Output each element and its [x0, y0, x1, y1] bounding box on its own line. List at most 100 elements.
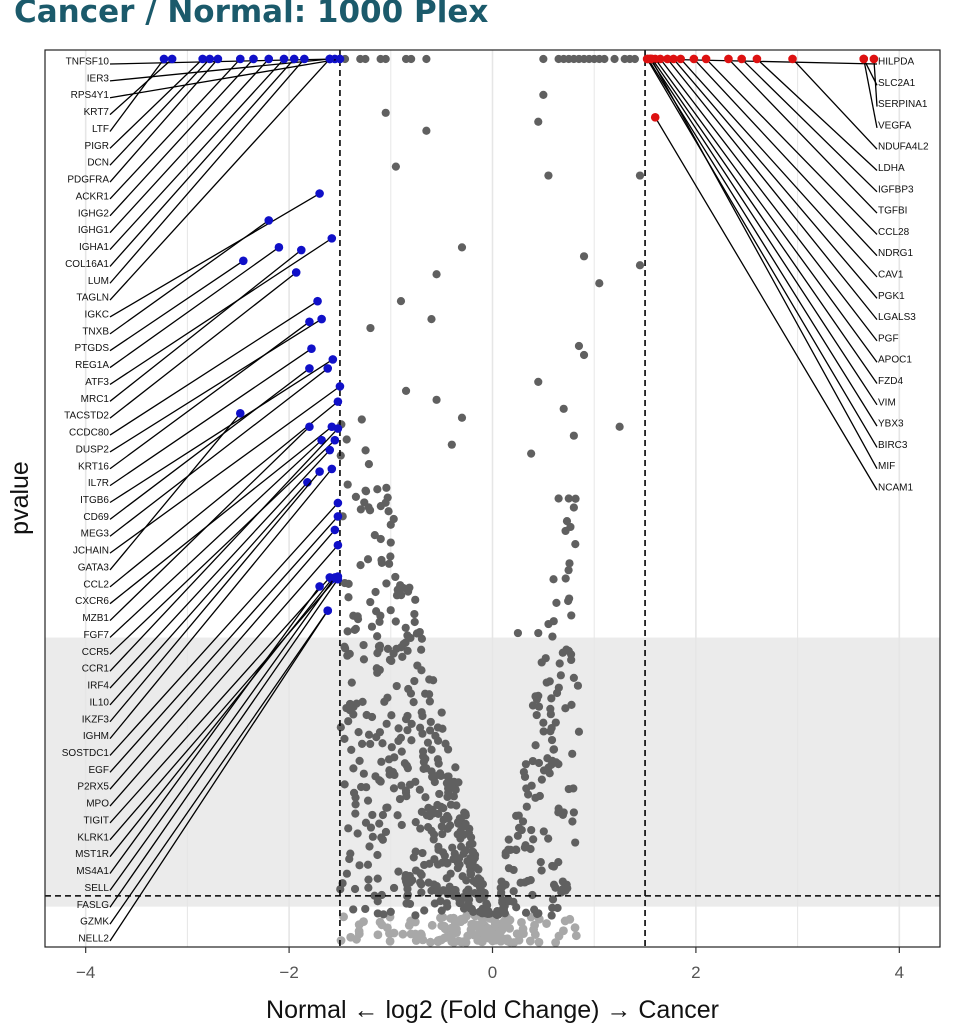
- data-point: [370, 531, 379, 540]
- label-connector: [109, 58, 173, 116]
- down-gene-point: [325, 54, 335, 64]
- label-connector: [109, 58, 241, 200]
- data-point: [385, 766, 394, 775]
- data-point: [437, 822, 446, 831]
- data-point: [534, 628, 543, 638]
- down-genes: TNFSF10 IER3 RPS4Y1 KRT7 LTF PIGR DCN PDGFRA ACK…: [62, 54, 345, 945]
- data-point: [410, 676, 419, 686]
- data-point: [427, 315, 436, 324]
- label-connector: [109, 481, 308, 706]
- data-point: [392, 681, 401, 691]
- gene-label-mzb1: MZB1: [82, 613, 109, 624]
- data-point: [371, 772, 380, 781]
- gene-label-mrc1: MRC1: [81, 394, 110, 405]
- gene-label-slc2a1: SLC2A1: [878, 78, 916, 89]
- data-point: [567, 611, 576, 620]
- data-point: [440, 933, 450, 943]
- data-point: [545, 677, 554, 686]
- x-tick-label: 2: [691, 963, 700, 982]
- data-point: [433, 860, 443, 869]
- data-point: [446, 821, 455, 830]
- label-connector: [109, 58, 219, 183]
- data-point: [474, 865, 483, 874]
- down-gene-point: [296, 245, 306, 255]
- gene-label-cxcr6: CXCR6: [75, 596, 109, 607]
- down-gene-point: [333, 424, 343, 433]
- label-connector: [693, 58, 878, 257]
- gene-label-jchain: JCHAIN: [73, 546, 109, 557]
- y-axis-label: pvalue: [6, 461, 34, 535]
- data-point: [373, 850, 382, 860]
- label-connector: [109, 358, 334, 504]
- data-point: [387, 711, 396, 720]
- data-point: [373, 909, 382, 918]
- data-point: [383, 644, 393, 653]
- data-point: [436, 896, 445, 906]
- gene-label-tigit: TIGIT: [83, 815, 109, 826]
- down-gene-point: [213, 54, 223, 64]
- data-point: [426, 717, 435, 727]
- data-point: [439, 921, 449, 931]
- data-point: [399, 639, 408, 649]
- data-point: [363, 796, 373, 805]
- data-point: [376, 777, 385, 786]
- data-point: [438, 724, 447, 733]
- data-point: [353, 829, 362, 838]
- down-gene-point: [333, 574, 343, 584]
- data-point: [417, 708, 426, 717]
- data-point: [375, 728, 385, 737]
- label-connector: [109, 529, 336, 790]
- data-point: [564, 596, 573, 606]
- data-point: [635, 261, 645, 270]
- data-point: [378, 810, 388, 820]
- data-point: [432, 882, 441, 891]
- up-gene-point: [669, 54, 678, 64]
- gene-label-col16a1: COL16A1: [65, 259, 109, 270]
- gene-label-vegfa: VEGFA: [878, 120, 912, 131]
- data-point: [553, 903, 562, 913]
- data-point: [500, 909, 509, 918]
- up-gene-point: [737, 54, 746, 64]
- data-point: [417, 888, 426, 897]
- down-gene-point: [167, 54, 177, 64]
- data-point: [382, 483, 391, 492]
- data-point: [421, 793, 430, 802]
- data-point: [393, 811, 402, 820]
- data-point: [406, 689, 416, 698]
- label-connector: [649, 58, 878, 406]
- gene-label-pigr: PIGR: [85, 141, 109, 152]
- data-point: [349, 611, 358, 620]
- data-point: [552, 598, 561, 607]
- up-gene-point: [724, 54, 733, 64]
- data-point: [356, 561, 365, 570]
- label-connector: [109, 578, 333, 858]
- data-point: [529, 835, 538, 844]
- label-connector: [109, 426, 333, 605]
- data-point: [451, 785, 460, 794]
- data-point: [534, 117, 543, 126]
- data-point: [367, 712, 377, 722]
- gene-label-serpina1: SERPINA1: [878, 99, 928, 110]
- data-point: [554, 931, 564, 941]
- down-gene-point: [235, 408, 245, 418]
- data-point: [343, 627, 352, 636]
- data-point: [364, 730, 374, 739]
- data-point: [354, 926, 364, 936]
- data-point: [403, 646, 412, 655]
- gene-label-vim: VIM: [878, 397, 896, 408]
- label-connector: [109, 385, 341, 554]
- data-point: [446, 913, 456, 923]
- gene-label-tgfbi: TGFBI: [878, 206, 907, 217]
- down-gene-point: [315, 189, 324, 198]
- gene-label-igfbp3: IGFBP3: [878, 184, 914, 195]
- data-point: [418, 848, 427, 858]
- chart-title: Cancer / Normal: 1000 Plex: [14, 0, 489, 30]
- down-gene-point: [159, 54, 169, 64]
- data-point: [462, 887, 471, 896]
- gene-label-gzmk: GZMK: [80, 917, 109, 928]
- data-point: [391, 572, 400, 582]
- gene-label-pgk1: PGK1: [878, 291, 905, 302]
- down-gene-point: [264, 216, 274, 225]
- data-point: [357, 782, 366, 792]
